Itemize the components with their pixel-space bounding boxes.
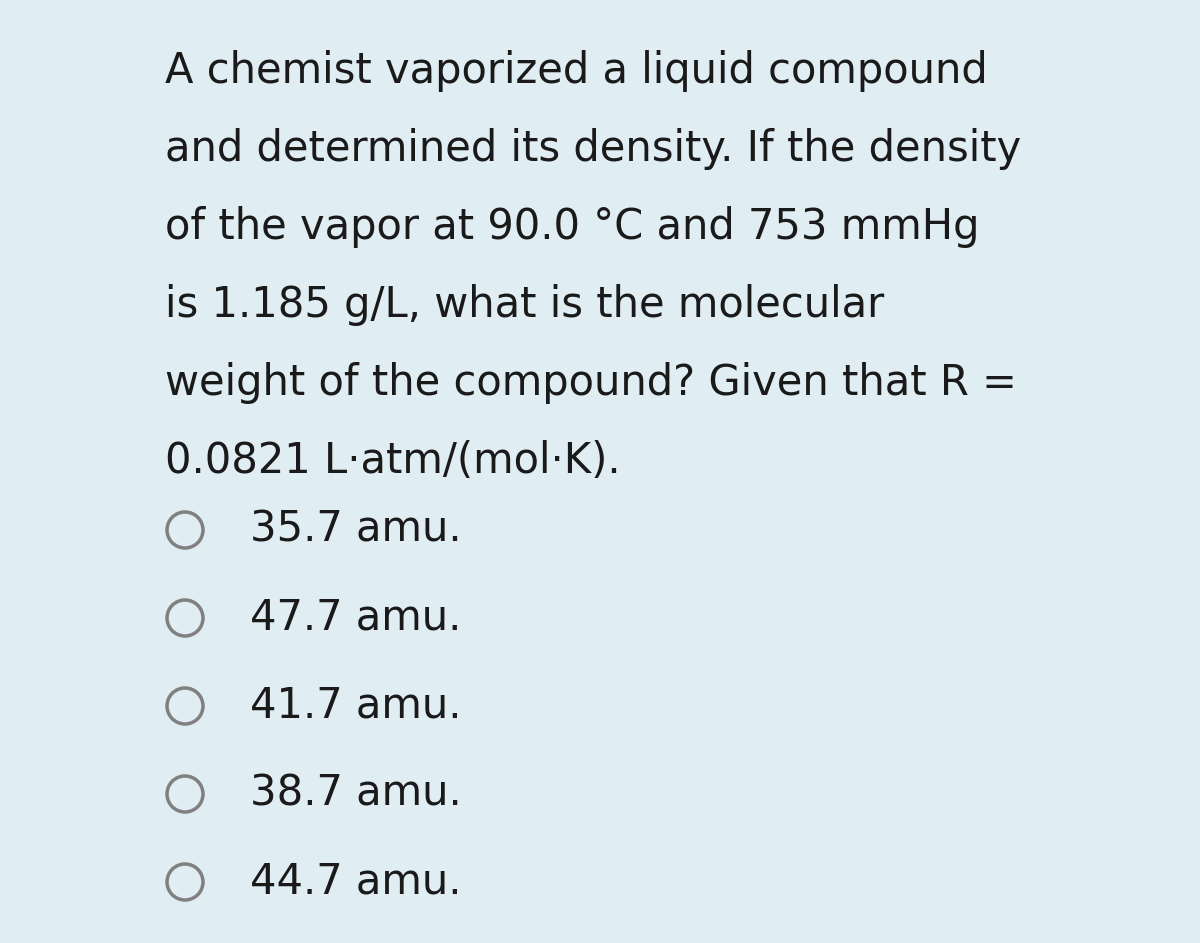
Circle shape bbox=[167, 512, 203, 548]
Text: 47.7 amu.: 47.7 amu. bbox=[250, 597, 461, 639]
Circle shape bbox=[167, 864, 203, 900]
Text: A chemist vaporized a liquid compound: A chemist vaporized a liquid compound bbox=[166, 50, 988, 92]
Text: 41.7 amu.: 41.7 amu. bbox=[250, 685, 462, 727]
Text: 44.7 amu.: 44.7 amu. bbox=[250, 861, 462, 903]
Text: 0.0821 L·atm/(mol·K).: 0.0821 L·atm/(mol·K). bbox=[166, 440, 620, 482]
Text: 35.7 amu.: 35.7 amu. bbox=[250, 509, 462, 551]
Text: of the vapor at 90.0 °C and 753 mmHg: of the vapor at 90.0 °C and 753 mmHg bbox=[166, 206, 979, 248]
Text: is 1.185 g/L, what is the molecular: is 1.185 g/L, what is the molecular bbox=[166, 284, 884, 326]
Circle shape bbox=[167, 600, 203, 636]
Circle shape bbox=[167, 688, 203, 724]
Text: 38.7 amu.: 38.7 amu. bbox=[250, 773, 462, 815]
Text: weight of the compound? Given that R =: weight of the compound? Given that R = bbox=[166, 362, 1016, 404]
Circle shape bbox=[167, 776, 203, 812]
Text: and determined its density. If the density: and determined its density. If the densi… bbox=[166, 128, 1021, 170]
